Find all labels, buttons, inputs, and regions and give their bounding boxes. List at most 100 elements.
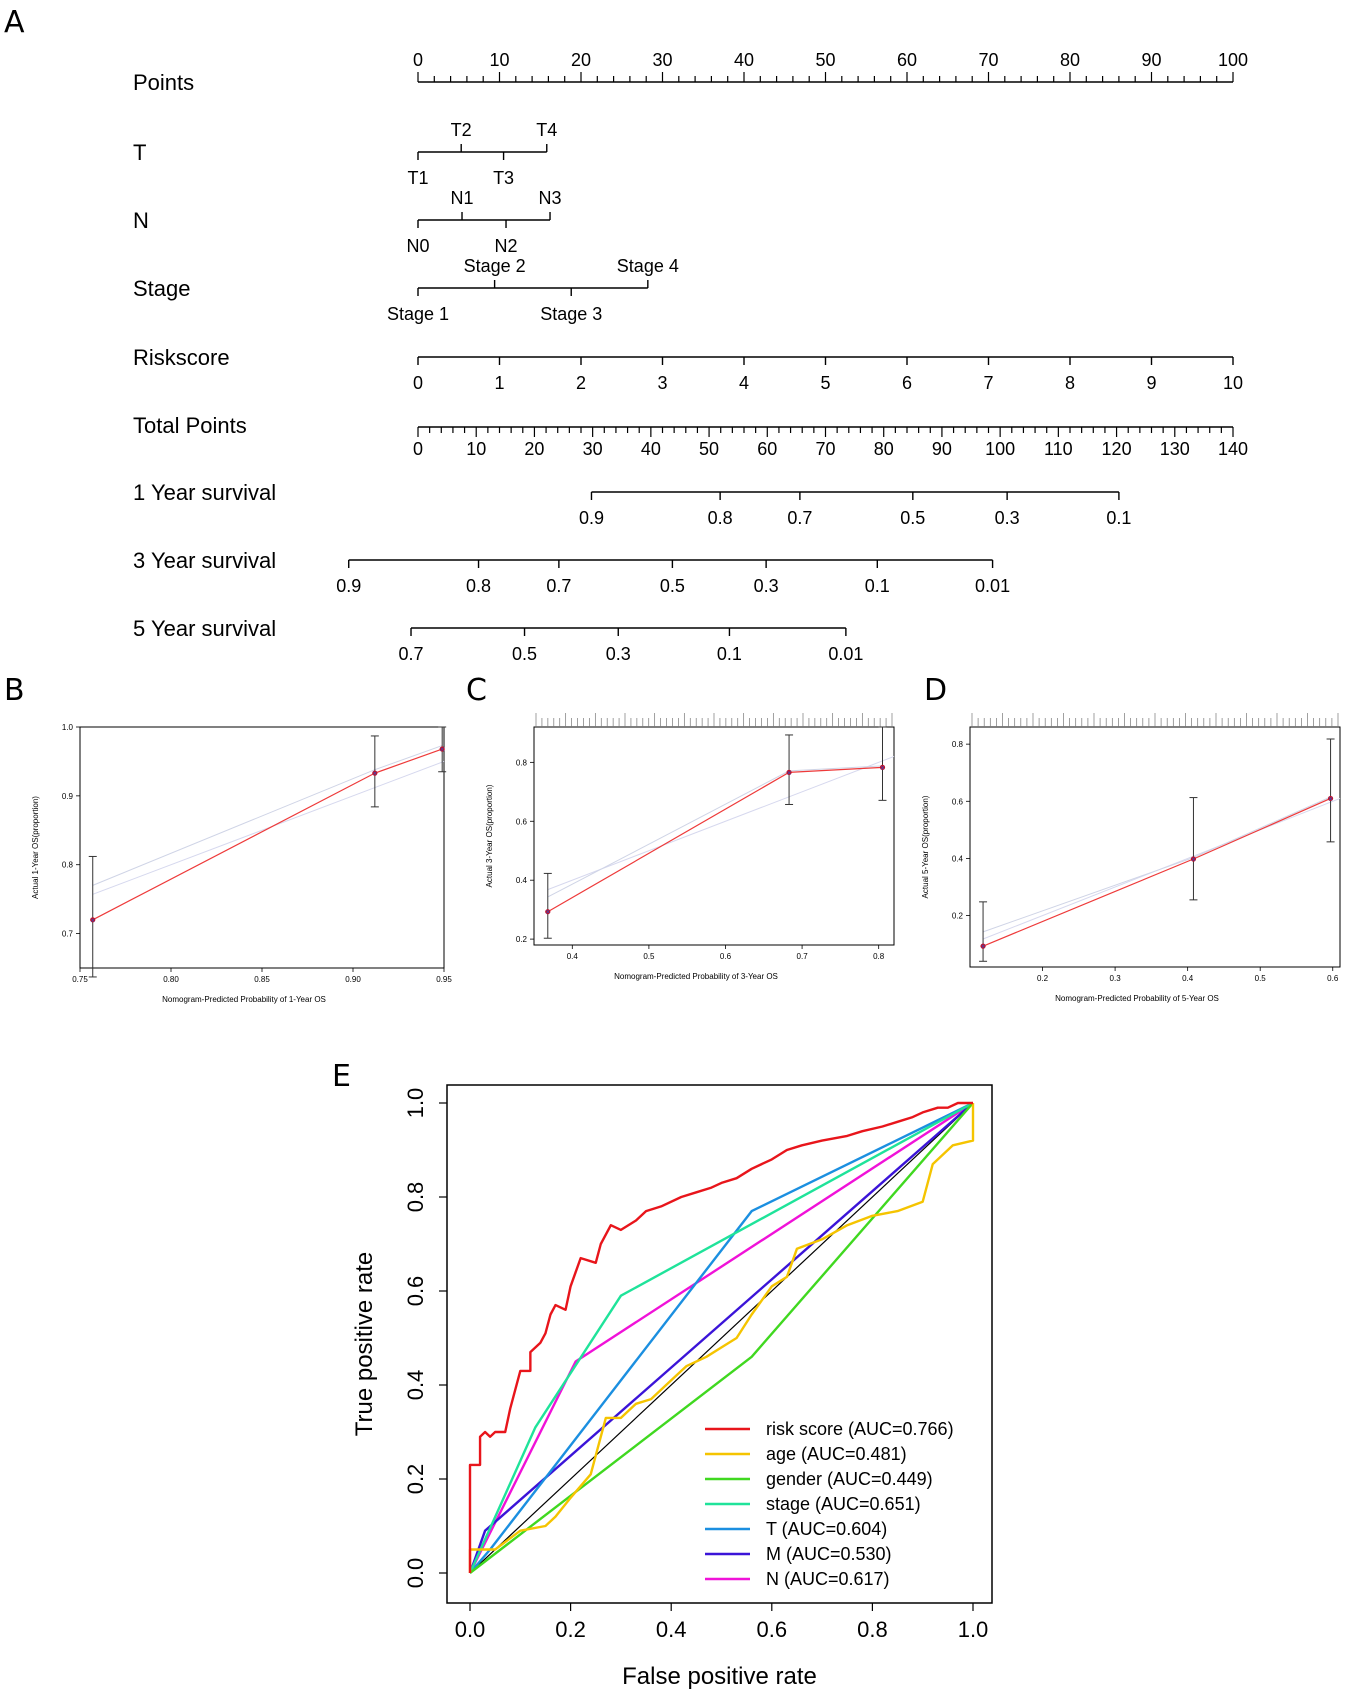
x-tick-label: 0.6 (1327, 974, 1339, 983)
x-tick-label: 0.4 (656, 1617, 687, 1642)
x-tick-label: 0.0 (455, 1617, 486, 1642)
roc-legend: risk score (AUC=0.766) age (AUC=0.481) gen… (705, 1419, 954, 1589)
nomogram-tick-label: 70 (815, 439, 835, 459)
calibration-point-marker: × (787, 768, 792, 777)
calibration-point (90, 917, 96, 923)
y-tick-label: 0.4 (952, 854, 964, 863)
x-tick-label: 0.5 (1255, 974, 1267, 983)
y-tick-label: 0.2 (516, 935, 528, 944)
x-tick-label: 0.75 (72, 975, 88, 984)
calibration-point (439, 746, 445, 752)
x-tick-label: 0.7 (797, 952, 809, 961)
nomogram-label-points: Points (133, 70, 194, 95)
nomogram-tick-label: 2 (576, 373, 586, 393)
y-tick-label: 0.2 (403, 1464, 428, 1495)
calibration-point (372, 770, 378, 776)
nomogram-tick-label: 0.5 (512, 644, 537, 664)
x-tick-label: 0.6 (720, 952, 732, 961)
nomogram-label-total-points: Total Points (133, 413, 247, 438)
nomogram-tick-label: 0.1 (717, 644, 742, 664)
roc-line-n (468, 1101, 974, 1574)
nomogram-tick-label: N1 (451, 188, 474, 208)
plot-frame (79, 726, 445, 969)
legend-entry: gender (AUC=0.449) (766, 1469, 933, 1489)
observed-calibration-line (92, 748, 443, 921)
nomogram-tick-label: 30 (652, 50, 672, 70)
nomogram-tick-label: 20 (571, 50, 591, 70)
y-tick-label: 0.2 (952, 912, 964, 921)
nomogram-tick-label: 8 (1065, 373, 1075, 393)
nomogram-label-3-year-survival: 3 Year survival (133, 548, 276, 573)
x-tick-label: 0.85 (254, 975, 270, 984)
nomogram-tick-label: 140 (1218, 439, 1248, 459)
panel-letter-d: D (924, 673, 947, 708)
y-axis-title: Actual 5-Year OS(proportion) (921, 795, 930, 898)
calibration-point-marker: × (90, 916, 95, 925)
nomogram-tick-label: 90 (1141, 50, 1161, 70)
nomogram-tick-label: 90 (932, 439, 952, 459)
nomogram-tick-label: 0.9 (579, 508, 604, 528)
x-tick-label: 0.2 (555, 1617, 586, 1642)
y-tick-label: 1.0 (62, 723, 74, 732)
nomogram-tick-label: 60 (897, 50, 917, 70)
nomogram-tick-label: 40 (641, 439, 661, 459)
nomogram-tick-label: T1 (407, 168, 428, 188)
legend-entry: stage (AUC=0.651) (766, 1494, 921, 1514)
panel-letter-a: A (4, 5, 25, 40)
legend-entry: risk score (AUC=0.766) (766, 1419, 954, 1439)
roc-curve-panel: 0.0 0.2 0.4 0.6 0.8 1.0 0.0 0.2 0.4 0.6 0.8 1.0 Fals… (351, 1084, 993, 1690)
nomogram-tick-label: N2 (495, 236, 518, 256)
panel-letter-b: B (4, 673, 25, 708)
nomogram-tick-label: 4 (739, 373, 749, 393)
y-tick-label: 0.4 (516, 876, 528, 885)
nomogram-tick-label: 30 (583, 439, 603, 459)
nomogram-tick-label: 0.9 (336, 576, 361, 596)
calibration-point (1190, 856, 1197, 862)
y-axis-title: Actual 3-Year OS(proportion) (485, 784, 494, 887)
nomogram-tick-label: Stage 4 (617, 256, 679, 276)
nomogram-tick-label: 50 (815, 50, 835, 70)
nomogram-tick-label: 6 (902, 373, 912, 393)
y-tick-label: 0.6 (516, 817, 528, 826)
roc-line-t (469, 1101, 974, 1574)
plot-frame (446, 1084, 993, 1604)
y-tick-label: 0.8 (62, 861, 74, 870)
y-tick-label: 1.0 (403, 1088, 428, 1119)
nomogram-tick-label: 10 (489, 50, 509, 70)
nomogram-tick-label: 0.5 (900, 508, 925, 528)
roc-line-age (468, 1103, 975, 1573)
nomogram-tick-label: 0.3 (606, 644, 631, 664)
nomogram-tick-label: Stage 1 (387, 304, 449, 324)
nomogram-label-stage: Stage (133, 276, 191, 301)
x-tick-label: 0.4 (1182, 974, 1194, 983)
nomogram-tick-label: 0 (413, 373, 423, 393)
nomogram-tick-label: 0.8 (466, 576, 491, 596)
nomogram-tick-label: 0 (413, 439, 423, 459)
calibration-point-marker: × (981, 942, 986, 951)
x-axis-title: Nomogram-Predicted Probability of 3-Year… (614, 972, 778, 981)
x-tick-label: 0.80 (163, 975, 179, 984)
nomogram-tick-label: 80 (874, 439, 894, 459)
observed-calibration-line (547, 766, 883, 913)
nomogram-tick-label: 40 (734, 50, 754, 70)
nomogram-tick-label: 3 (657, 373, 667, 393)
calibration-plot-5-year: 0.2 0.3 0.4 0.5 0.6 0.2 0.4 0.6 0.8 Nomogram-Pred… (921, 713, 1341, 1003)
calibration-point (879, 764, 886, 770)
calibration-point (1327, 795, 1334, 802)
y-tick-label: 0.0 (403, 1558, 428, 1589)
legend-entry: M (AUC=0.530) (766, 1544, 892, 1564)
y-tick-label: 0.8 (403, 1182, 428, 1213)
x-axis-title: Nomogram-Predicted Probability of 5-Year… (1055, 994, 1219, 1003)
x-tick-label: 0.8 (857, 1617, 888, 1642)
legend-entry: N (AUC=0.617) (766, 1569, 890, 1589)
calibration-point-marker: × (1191, 855, 1196, 864)
x-tick-label: 0.8 (873, 952, 885, 961)
nomogram-label-1-year-survival: 1 Year survival (133, 480, 276, 505)
nomogram-label-n: N (133, 208, 149, 233)
nomogram-label-t: T (133, 140, 146, 165)
x-tick-label: 0.95 (436, 975, 452, 984)
calibration-point-marker: × (880, 763, 885, 772)
plot-frame (533, 726, 895, 946)
nomogram-tick-label: 50 (699, 439, 719, 459)
